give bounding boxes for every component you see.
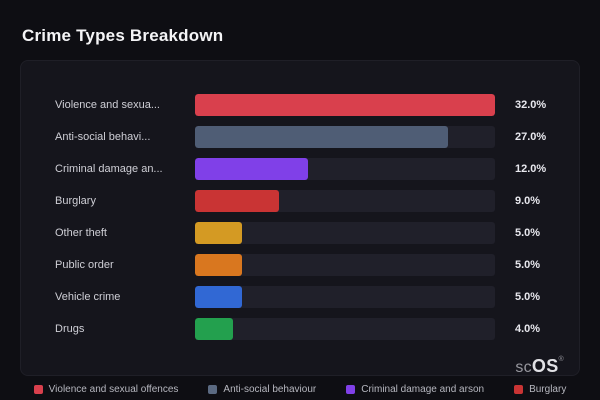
bar-track <box>195 94 495 116</box>
bar-row: Anti-social behavi... 27.0% <box>55 126 557 148</box>
bar-track <box>195 286 495 308</box>
bar-fill[interactable] <box>195 318 233 340</box>
bar-row: Other theft 5.0% <box>55 222 557 244</box>
legend-item[interactable]: Violence and sexual offences <box>33 384 179 395</box>
bar-value: 12.0% <box>515 163 547 175</box>
scos-logo: scOS® <box>515 356 564 377</box>
bar-value: 5.0% <box>515 291 541 303</box>
bar-value: 32.0% <box>515 99 547 111</box>
legend-label: Burglary <box>529 384 567 395</box>
bar-track <box>195 126 495 148</box>
registered-mark-icon: ® <box>558 356 564 363</box>
bar-track <box>195 254 495 276</box>
bar-value: 4.0% <box>515 323 541 335</box>
bar-label: Other theft <box>55 227 107 239</box>
legend-label: Criminal damage and arson <box>361 384 485 395</box>
bar-track <box>195 318 495 340</box>
bar-label: Anti-social behavi... <box>55 131 151 143</box>
bar-value: 5.0% <box>515 259 541 271</box>
legend-swatch-icon <box>33 385 43 394</box>
legend-label: Anti-social behaviour <box>223 384 317 395</box>
legend-label: Violence and sexual offences <box>48 384 179 395</box>
bar-row: Burglary 9.0% <box>55 190 557 212</box>
bar-fill[interactable] <box>195 126 449 148</box>
bar-label: Burglary <box>55 195 96 207</box>
bar-label: Criminal damage an... <box>55 163 163 175</box>
bar-value: 9.0% <box>515 195 541 207</box>
legend-item[interactable]: Burglary <box>514 384 566 395</box>
bar-row: Drugs 4.0% <box>55 318 557 340</box>
bar-row: Violence and sexua... 32.0% <box>55 94 557 116</box>
legend-swatch-icon <box>208 385 218 394</box>
bar-fill[interactable] <box>195 286 242 308</box>
bar-fill[interactable] <box>195 94 495 116</box>
bar-label: Public order <box>55 259 114 271</box>
legend-swatch-icon <box>346 385 356 394</box>
chart-legend: Violence and sexual offences Anti-social … <box>0 384 600 395</box>
brand-prefix: sc <box>515 359 532 376</box>
bar-fill[interactable] <box>195 254 242 276</box>
bar-label: Vehicle crime <box>55 291 121 303</box>
brand-suffix: OS <box>531 356 559 376</box>
bar-value: 27.0% <box>515 131 547 143</box>
bar-row: Public order 5.0% <box>55 254 557 276</box>
bar-row: Criminal damage an... 12.0% <box>55 158 557 180</box>
page-title: Crime Types Breakdown <box>22 26 224 45</box>
bar-track <box>195 158 495 180</box>
bar-fill[interactable] <box>195 222 242 244</box>
chart-panel: Violence and sexua... 32.0% Anti-social be… <box>20 60 580 376</box>
bar-label: Drugs <box>55 323 85 335</box>
bar-rows: Violence and sexua... 32.0% Anti-social be… <box>55 94 557 340</box>
bar-fill[interactable] <box>195 158 308 180</box>
legend-item[interactable]: Criminal damage and arson <box>346 384 484 395</box>
bar-value: 5.0% <box>515 227 541 239</box>
bar-fill[interactable] <box>195 190 280 212</box>
bar-track <box>195 190 495 212</box>
bar-label: Violence and sexua... <box>55 99 160 111</box>
bar-track <box>195 222 495 244</box>
legend-item[interactable]: Anti-social behaviour <box>208 384 316 395</box>
bar-row: Vehicle crime 5.0% <box>55 286 557 308</box>
legend-swatch-icon <box>514 385 524 394</box>
